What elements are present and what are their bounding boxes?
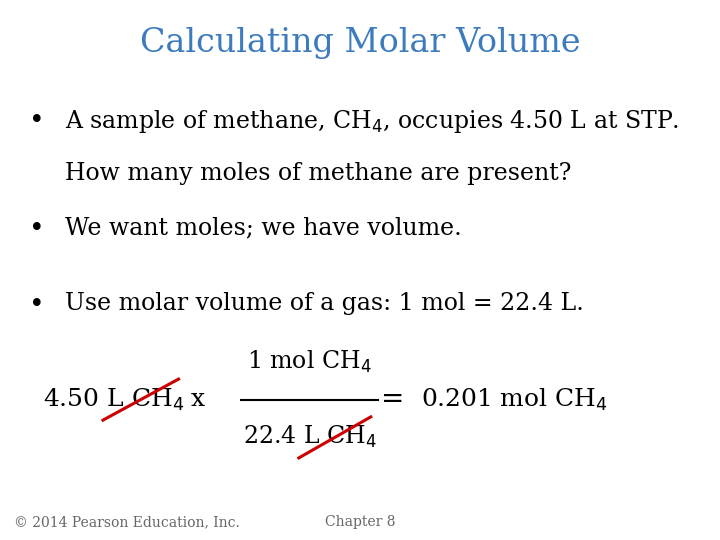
Text: Chapter 8: Chapter 8 — [325, 515, 395, 529]
Text: 0.201 mol CH$_4$: 0.201 mol CH$_4$ — [421, 387, 608, 413]
Text: •: • — [29, 108, 45, 133]
Text: x: x — [191, 388, 204, 411]
Text: 22.4 L CH$_4$: 22.4 L CH$_4$ — [243, 424, 377, 450]
Text: © 2014 Pearson Education, Inc.: © 2014 Pearson Education, Inc. — [14, 515, 240, 529]
Text: Use molar volume of a gas: 1 mol = 22.4 L.: Use molar volume of a gas: 1 mol = 22.4 … — [65, 292, 584, 315]
Text: A sample of methane, CH$_4$, occupies 4.50 L at STP.: A sample of methane, CH$_4$, occupies 4.… — [65, 108, 679, 135]
Text: •: • — [29, 292, 45, 316]
Text: 1 mol CH$_4$: 1 mol CH$_4$ — [247, 349, 372, 375]
Text: •: • — [29, 216, 45, 241]
Text: How many moles of methane are present?: How many moles of methane are present? — [65, 162, 571, 185]
Text: Calculating Molar Volume: Calculating Molar Volume — [140, 27, 580, 59]
Text: We want moles; we have volume.: We want moles; we have volume. — [65, 216, 462, 239]
Text: 4.50 L CH$_4$: 4.50 L CH$_4$ — [43, 387, 184, 413]
Text: =: = — [381, 386, 404, 413]
